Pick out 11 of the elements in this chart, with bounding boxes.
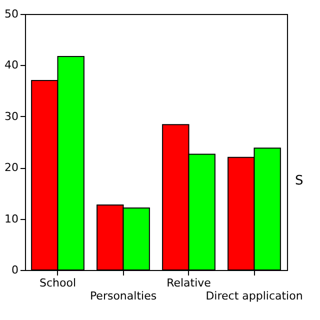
y-tick-label: 10 <box>4 212 18 226</box>
x-tick-label: School <box>39 276 76 290</box>
x-tick-label: Personalties <box>90 290 157 302</box>
x-tick-label: Direct application <box>206 290 303 302</box>
x-tick-label: Relative <box>166 276 212 290</box>
y-tick-label: 30 <box>4 110 18 123</box>
y-tick-label: 0 <box>12 264 18 276</box>
text: S <box>295 173 304 188</box>
y-tick-label: 20 <box>4 161 18 174</box>
y-tick-label: 40 <box>4 58 18 72</box>
y-tick-label: 50 <box>4 8 18 20</box>
